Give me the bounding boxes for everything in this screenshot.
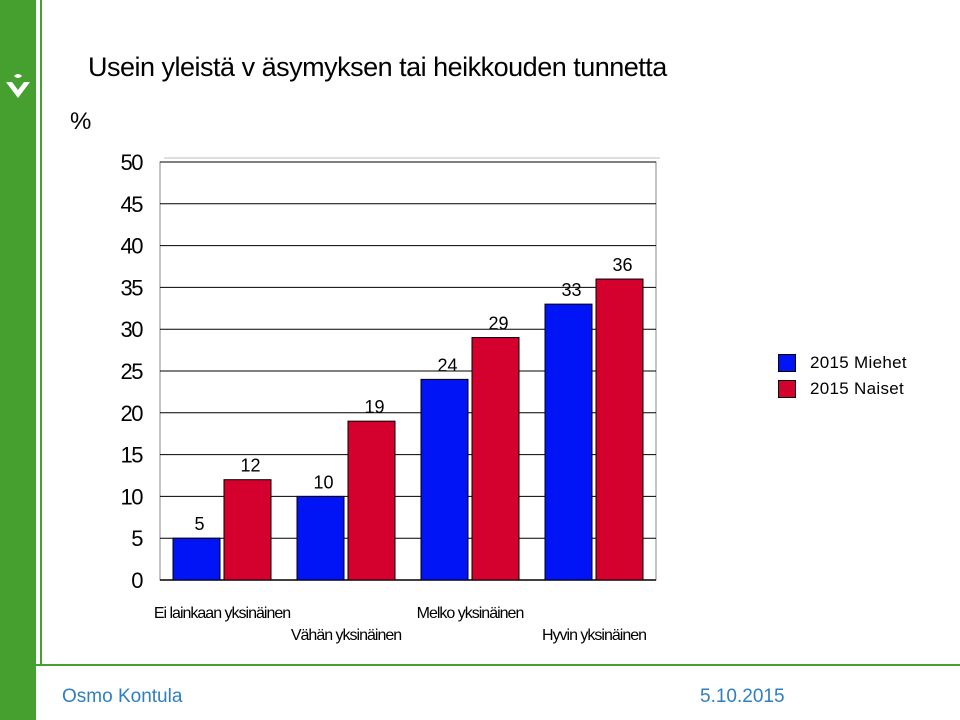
x-category-label: Vähän yksinäinen bbox=[291, 627, 401, 644]
chart-legend: 2015 Miehet 2015 Naiset bbox=[778, 350, 907, 402]
bar-value-label: 10 bbox=[313, 472, 333, 492]
y-tick-label: 30 bbox=[121, 317, 144, 342]
bar-women bbox=[595, 278, 644, 581]
bar-value-label: 19 bbox=[364, 397, 384, 417]
y-tick-label: 25 bbox=[121, 359, 144, 384]
left-brand-band bbox=[0, 0, 36, 720]
bar-chart: 0 5 10 15 20 25 30 35 40 45 50 5 10 24 33 12 19 29 36 Ei la… bbox=[121, 150, 660, 644]
bar-men bbox=[172, 537, 221, 581]
bar-men bbox=[420, 378, 469, 581]
bar-men bbox=[544, 303, 593, 581]
bar-value-label: 33 bbox=[561, 280, 581, 300]
y-tick-label: 45 bbox=[121, 192, 144, 217]
legend-label-women: 2015 Naiset bbox=[810, 379, 905, 398]
bar-value-label: 24 bbox=[437, 355, 457, 375]
bar-women bbox=[223, 479, 272, 581]
y-tick-label: 5 bbox=[131, 526, 143, 551]
footer-date: 5.10.2015 bbox=[700, 686, 785, 707]
bar-men bbox=[296, 495, 345, 581]
unit-label: % bbox=[70, 108, 92, 135]
bar-women bbox=[347, 420, 396, 581]
left-brand-rule bbox=[40, 0, 42, 664]
y-tick-label: 40 bbox=[121, 234, 144, 259]
y-tick-label: 15 bbox=[121, 443, 144, 468]
footer-rule bbox=[0, 664, 960, 666]
y-tick-label: 10 bbox=[121, 484, 144, 509]
leaf-logo-icon bbox=[6, 74, 30, 98]
legend-swatch-men bbox=[778, 354, 796, 372]
y-tick-label: 35 bbox=[121, 275, 144, 300]
legend-swatch-women bbox=[778, 380, 796, 398]
y-tick-label: 0 bbox=[131, 568, 143, 593]
legend-item-women: 2015 Naiset bbox=[778, 376, 907, 402]
bar-value-label: 36 bbox=[612, 255, 632, 275]
x-category-label: Hyvin yksinäinen bbox=[542, 627, 646, 644]
slide-title: Usein yleistä v äsymyksen tai heikkouden… bbox=[88, 52, 667, 82]
x-category-label: Melko yksinäinen bbox=[417, 605, 524, 622]
y-tick-label: 50 bbox=[121, 150, 144, 175]
footer-author: Osmo Kontula bbox=[62, 686, 183, 707]
legend-item-men: 2015 Miehet bbox=[778, 350, 907, 376]
x-category-label: Ei lainkaan yksinäinen bbox=[154, 605, 290, 622]
legend-label-men: 2015 Miehet bbox=[810, 353, 907, 372]
bar-value-label: 29 bbox=[488, 314, 508, 334]
y-tick-label: 20 bbox=[121, 401, 144, 426]
bar-value-label: 5 bbox=[194, 514, 204, 534]
bar-value-label: 12 bbox=[240, 456, 260, 476]
bar-women bbox=[471, 337, 520, 581]
